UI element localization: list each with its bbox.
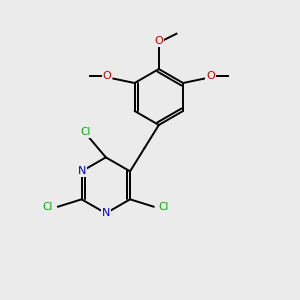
Text: N: N xyxy=(102,208,110,218)
Text: O: O xyxy=(103,71,111,81)
Text: Cl: Cl xyxy=(80,127,90,137)
Text: O: O xyxy=(206,71,215,81)
Text: O: O xyxy=(154,36,163,46)
Text: Cl: Cl xyxy=(43,202,53,212)
Text: N: N xyxy=(77,166,86,176)
Text: Cl: Cl xyxy=(159,202,169,212)
